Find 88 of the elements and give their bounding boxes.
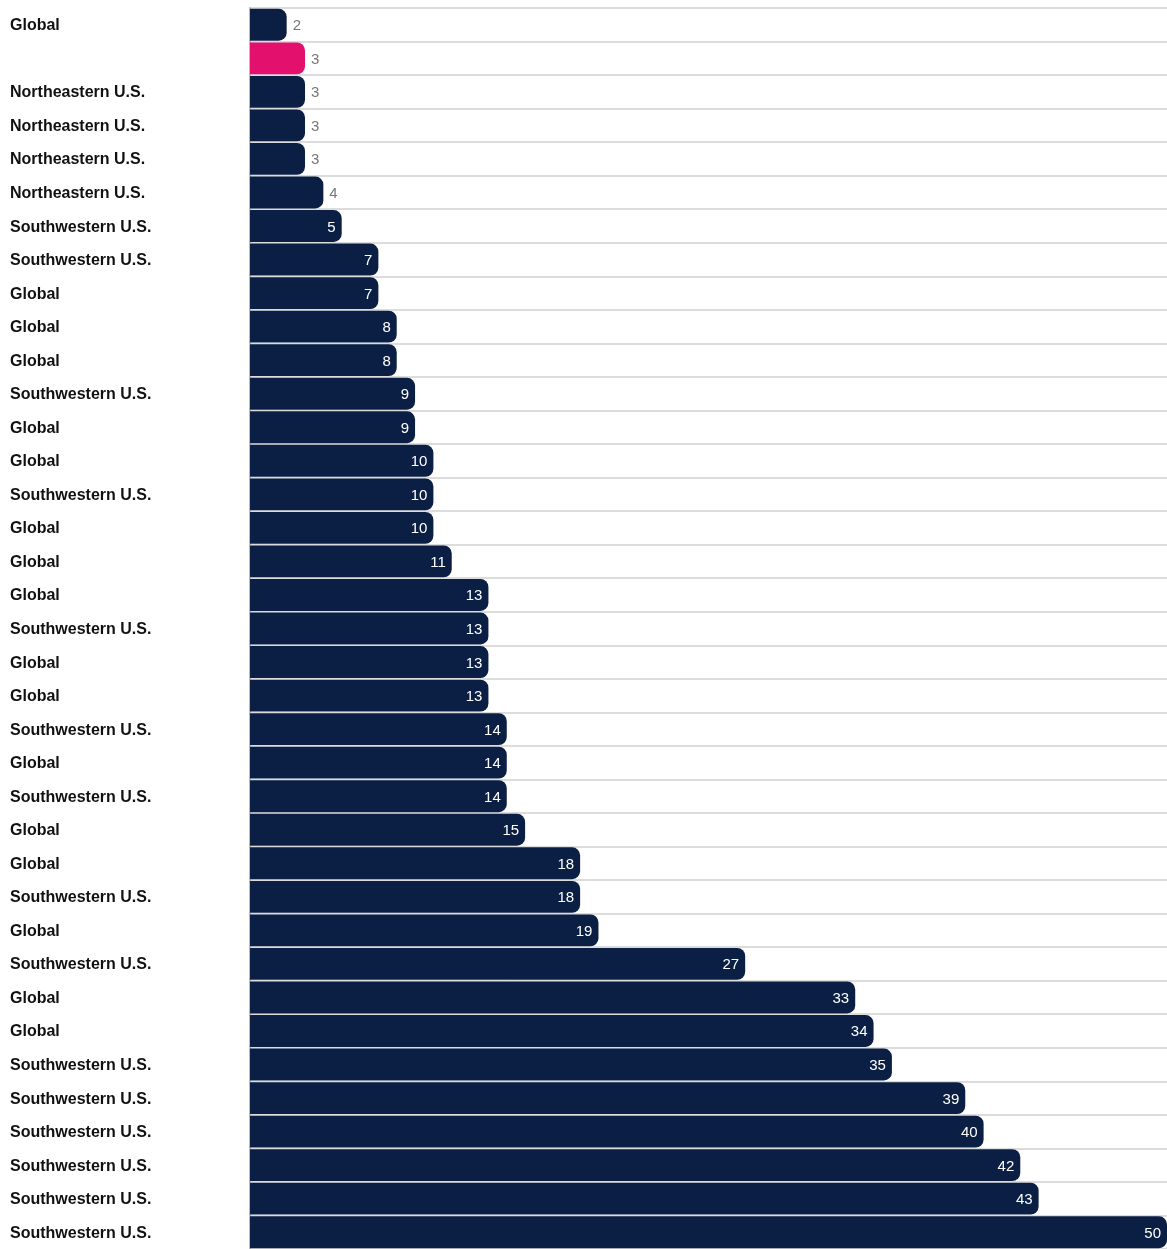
bar [250, 210, 342, 242]
data-label: 2 [292, 16, 302, 34]
y-tick-label: Global [10, 16, 60, 34]
y-tick-label: Global [10, 284, 60, 302]
data-label: 13 [465, 586, 483, 604]
bar [250, 947, 746, 980]
y-tick-label: Global [10, 854, 60, 872]
bar [250, 646, 489, 678]
bar [250, 42, 306, 75]
y-tick-label: Northeastern U.S. [10, 83, 146, 101]
data-label: 39 [942, 1089, 960, 1107]
y-tick-label: Southwestern U.S. [10, 1089, 152, 1107]
y-tick-label: Southwestern U.S. [10, 620, 152, 637]
y-tick-label: Global [10, 988, 60, 1006]
data-label: 10 [410, 452, 428, 470]
y-tick-label: Global [10, 552, 60, 570]
y-tick-label: Southwestern U.S. [10, 1223, 152, 1241]
y-tick-label: Southwestern U.S. [10, 1190, 152, 1208]
bar [250, 143, 306, 175]
y-tick-label: Global [10, 1022, 60, 1040]
data-label: 27 [722, 955, 740, 973]
y-tick-label: Southwestern U.S. [10, 720, 152, 738]
y-tick-label: Global [10, 519, 60, 537]
y-tick-label: Global [10, 418, 60, 436]
data-label: 3 [311, 150, 320, 168]
data-label: 8 [382, 351, 391, 369]
y-tick-label: Southwestern U.S. [10, 787, 152, 805]
data-label: 35 [869, 1056, 886, 1074]
bar [250, 8, 287, 41]
data-label: 13 [465, 687, 483, 705]
y-tick-label: Southwestern U.S. [10, 888, 152, 906]
y-tick-label: Northeastern U.S. [10, 116, 146, 134]
y-tick-label: Southwestern U.S. [10, 955, 152, 973]
y-tick-label: Global [10, 586, 60, 604]
data-label: 9 [400, 418, 410, 436]
bar [250, 1015, 874, 1047]
y-tick-label: Southwestern U.S. [10, 251, 152, 269]
data-label: 14 [484, 787, 501, 805]
data-label: 50 [1144, 1223, 1161, 1241]
data-label: 11 [430, 552, 446, 570]
data-label: 13 [465, 620, 483, 637]
data-label: 9 [400, 385, 410, 403]
y-tick-label: Global [10, 754, 60, 772]
data-label: 3 [311, 116, 320, 134]
data-label: 14 [484, 754, 501, 772]
bar [250, 243, 379, 276]
bar [250, 579, 489, 611]
y-tick-label: Northeastern U.S. [10, 183, 146, 201]
bar [250, 1048, 892, 1081]
data-label: 18 [557, 888, 575, 906]
y-tick-label: Global [10, 653, 60, 671]
y-tick-label: Southwestern U.S. [10, 1156, 152, 1174]
data-label: 5 [327, 217, 336, 235]
y-tick-label: Global [10, 921, 60, 939]
data-label: 19 [575, 921, 593, 939]
data-label: 8 [382, 318, 391, 336]
y-tick-label: Global [10, 821, 60, 839]
y-tick-label: Global [10, 318, 60, 336]
y-tick-label: Southwestern U.S. [10, 1123, 152, 1141]
y-tick-label: Southwestern U.S. [10, 1056, 152, 1074]
data-label: 3 [311, 49, 320, 67]
y-tick-label: Southwestern U.S. [10, 217, 152, 235]
y-tick-label: Global [10, 351, 60, 369]
data-label: 40 [960, 1123, 978, 1141]
data-label: 42 [997, 1156, 1015, 1174]
y-tick-label: Southwestern U.S. [10, 485, 152, 503]
data-label: 43 [1015, 1190, 1033, 1208]
data-label: 34 [850, 1022, 868, 1040]
y-tick-label: Global [10, 687, 60, 705]
data-label: 14 [484, 720, 501, 738]
data-label: 3 [311, 83, 320, 101]
data-label: 10 [410, 485, 428, 503]
data-label: 13 [465, 653, 483, 671]
y-tick-label: Southwestern U.S. [10, 385, 152, 403]
bar [250, 1082, 966, 1114]
data-label: 33 [832, 988, 850, 1006]
y-tick-label: Northeastern U.S. [10, 150, 146, 168]
data-label: 15 [502, 821, 520, 839]
bar [250, 612, 489, 645]
data-label: 4 [329, 183, 338, 201]
data-label: 7 [364, 284, 373, 302]
bar [250, 176, 324, 209]
bar [250, 277, 379, 310]
bar [250, 981, 856, 1014]
data-label: 18 [557, 854, 575, 872]
data-label: 10 [410, 519, 428, 537]
data-label: 7 [364, 251, 373, 269]
y-tick-label: Global [10, 452, 60, 470]
